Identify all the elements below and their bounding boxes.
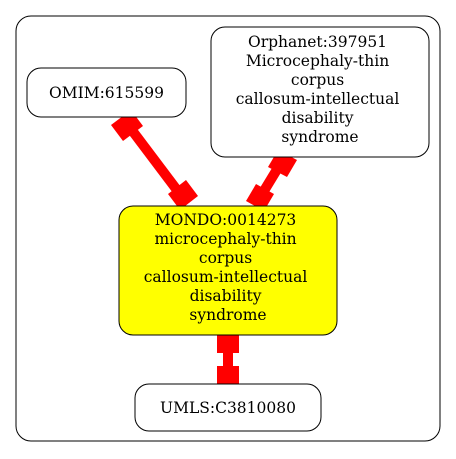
edge-arrowhead xyxy=(168,180,198,210)
edge-mondo-umls xyxy=(217,331,239,388)
node-orphanet-line: disability xyxy=(282,109,354,127)
node-mondo-line: callosum-intellectual xyxy=(144,268,308,286)
node-omim[interactable]: OMIM:615599 xyxy=(26,67,187,118)
node-mondo-line: disability xyxy=(190,287,262,305)
node-omim-line: OMIM:615599 xyxy=(49,84,164,102)
node-orphanet-line: corpus xyxy=(291,71,344,89)
node-mondo-line: microcephaly-thin xyxy=(154,230,296,248)
node-orphanet-label: Orphanet:397951 Microcephaly-thin corpus… xyxy=(236,33,405,146)
node-orphanet-line: syndrome xyxy=(281,128,358,146)
edge-arrowhead xyxy=(111,110,143,141)
node-orphanet[interactable]: Orphanet:397951 Microcephaly-thin corpus… xyxy=(210,26,430,158)
node-mondo-line: corpus xyxy=(199,249,252,267)
node-umls-label: UMLS:C3810080 xyxy=(160,399,296,417)
node-mondo-label: MONDO:0014273 microcephaly-thin corpus c… xyxy=(144,211,313,324)
node-orphanet-line: Orphanet:397951 xyxy=(248,33,387,51)
node-umls[interactable]: UMLS:C3810080 xyxy=(134,383,322,432)
node-mondo-line: syndrome xyxy=(189,306,266,324)
edge-arrowhead xyxy=(246,184,274,211)
node-omim-label: OMIM:615599 xyxy=(49,84,164,102)
node-umls-line: UMLS:C3810080 xyxy=(160,399,296,417)
node-mondo[interactable]: MONDO:0014273 microcephaly-thin corpus c… xyxy=(118,205,338,336)
edge-omim-mondo xyxy=(111,110,198,210)
node-mondo-line: MONDO:0014273 xyxy=(155,211,297,229)
node-orphanet-line: callosum-intellectual xyxy=(236,90,400,108)
edge-arrowhead xyxy=(217,331,239,353)
edge-arrowhead xyxy=(217,366,239,388)
node-orphanet-line: Microcephaly-thin xyxy=(246,52,389,70)
